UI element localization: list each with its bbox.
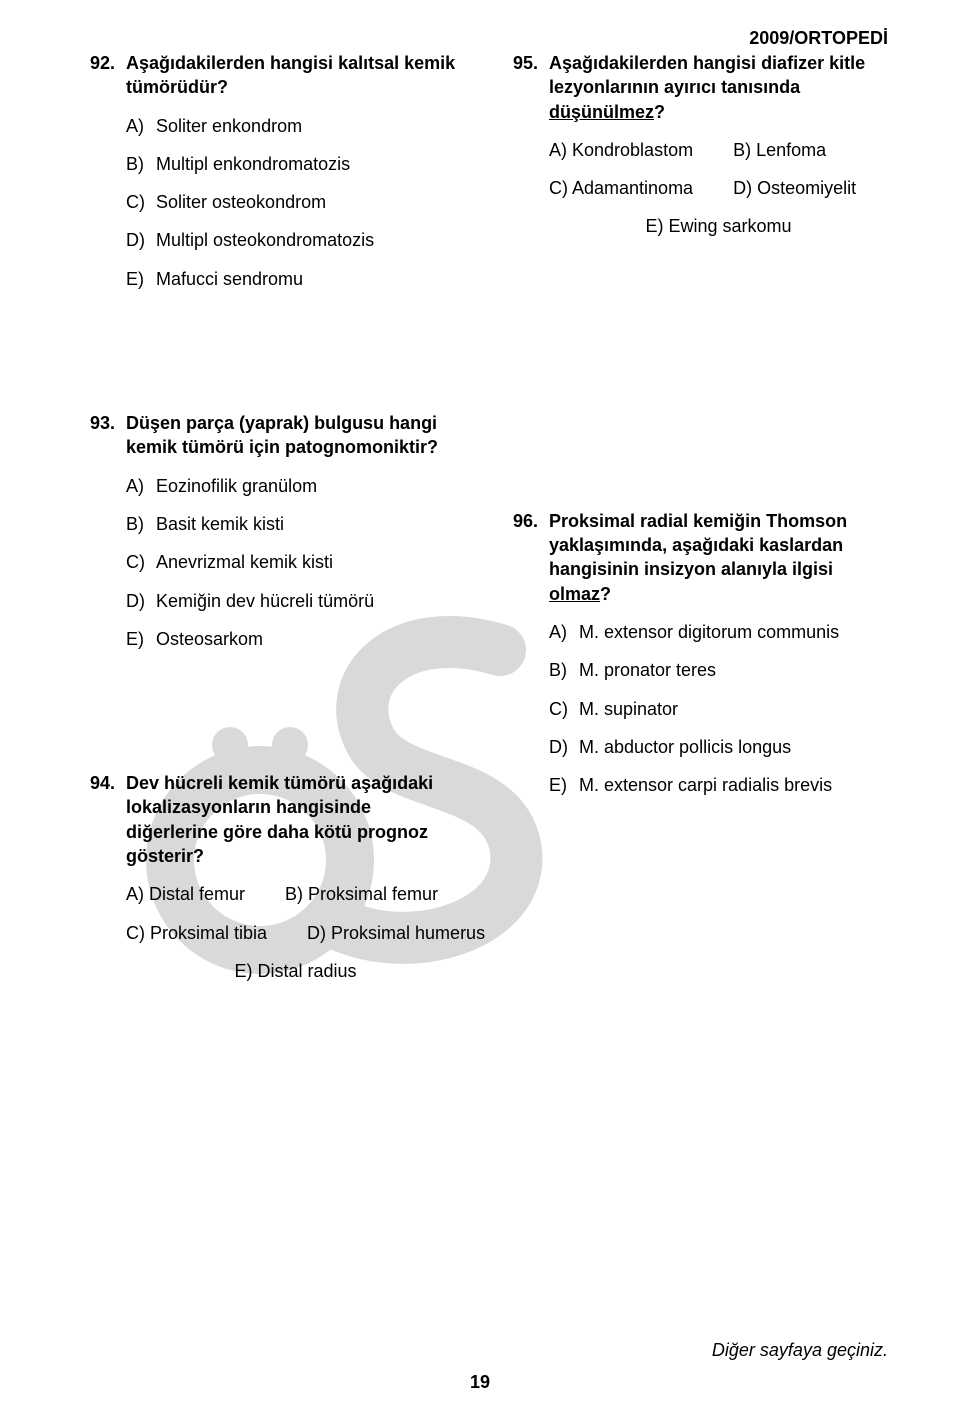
q92-text: Aşağıdakilerden hangisi kalıtsal kemik t… <box>126 51 465 100</box>
q95-opt-a: A) Kondroblastom <box>549 138 693 162</box>
q94-opt-b: B) Proksimal femur <box>285 882 438 906</box>
q93-opt-e: E)Osteosarkom <box>126 627 465 651</box>
q96-text: Proksimal radial kemiğin Thomson yaklaşı… <box>549 509 888 606</box>
question-92: 92. Aşağıdakilerden hangisi kalıtsal kem… <box>90 51 465 291</box>
q94-text: Dev hücreli kemik tümörü aşağıdaki lokal… <box>126 771 465 868</box>
q94-opt-d: D) Proksimal humerus <box>307 921 485 945</box>
q93-text: Düşen parça (yaprak) bulgusu hangi kemik… <box>126 411 465 460</box>
left-column: 92. Aşağıdakilerden hangisi kalıtsal kem… <box>90 51 465 1063</box>
q94-opt-e: E) Distal radius <box>126 959 465 983</box>
q96-opt-a: A)M. extensor digitorum communis <box>549 620 888 644</box>
question-96: 96. Proksimal radial kemiğin Thomson yak… <box>513 509 888 798</box>
q93-opt-b: B)Basit kemik kisti <box>126 512 465 536</box>
q92-number: 92. <box>90 51 126 75</box>
q93-number: 93. <box>90 411 126 435</box>
q93-opt-d: D)Kemiğin dev hücreli tümörü <box>126 589 465 613</box>
q96-opt-e: E)M. extensor carpi radialis brevis <box>549 773 888 797</box>
q92-opt-b: B)Multipl enkondromatozis <box>126 152 465 176</box>
footer-next-page: Diğer sayfaya geçiniz. <box>712 1340 888 1361</box>
q95-text: Aşağıdakilerden hangisi diafizer kitle l… <box>549 51 888 124</box>
question-95: 95. Aşağıdakilerden hangisi diafizer kit… <box>513 51 888 239</box>
q95-number: 95. <box>513 51 549 75</box>
q93-opt-a: A)Eozinofilik granülom <box>126 474 465 498</box>
q96-number: 96. <box>513 509 549 533</box>
q92-opt-a: A)Soliter enkondrom <box>126 114 465 138</box>
q96-opt-b: B)M. pronator teres <box>549 658 888 682</box>
q96-opt-c: C)M. supinator <box>549 697 888 721</box>
q96-opt-d: D)M. abductor pollicis longus <box>549 735 888 759</box>
q95-opt-c: C) Adamantinoma <box>549 176 693 200</box>
question-94: 94. Dev hücreli kemik tümörü aşağıdaki l… <box>90 771 465 983</box>
question-93: 93. Düşen parça (yaprak) bulgusu hangi k… <box>90 411 465 651</box>
q92-opt-d: D)Multipl osteokondromatozis <box>126 228 465 252</box>
page-header: 2009/ORTOPEDİ <box>90 28 888 49</box>
q95-opt-b: B) Lenfoma <box>733 138 826 162</box>
right-column: 95. Aşağıdakilerden hangisi diafizer kit… <box>513 51 888 1063</box>
q94-number: 94. <box>90 771 126 795</box>
q95-opt-e: E) Ewing sarkomu <box>549 214 888 238</box>
q92-opt-c: C)Soliter osteokondrom <box>126 190 465 214</box>
q94-opt-c: C) Proksimal tibia <box>126 921 267 945</box>
page-number: 19 <box>0 1372 960 1393</box>
q92-opt-e: E)Mafucci sendromu <box>126 267 465 291</box>
q94-opt-a: A) Distal femur <box>126 882 245 906</box>
q93-opt-c: C)Anevrizmal kemik kisti <box>126 550 465 574</box>
q95-opt-d: D) Osteomiyelit <box>733 176 856 200</box>
